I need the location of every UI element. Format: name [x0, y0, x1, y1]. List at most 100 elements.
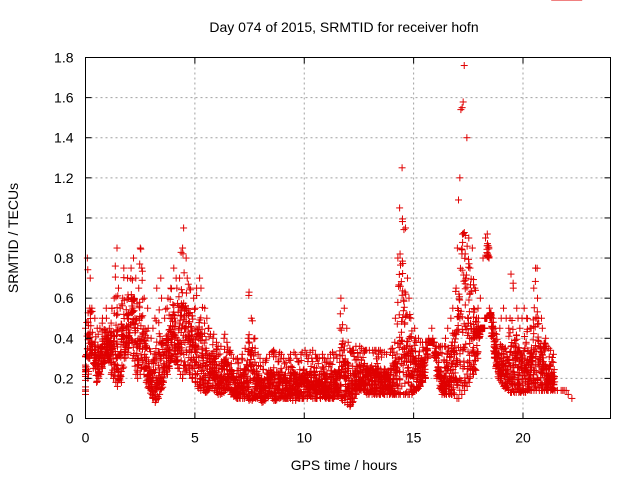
data-point	[137, 245, 145, 253]
x-tick-labels: 0 5 10 15 20	[82, 430, 531, 446]
data-point	[516, 324, 524, 332]
data-point	[125, 329, 133, 337]
data-point	[129, 296, 137, 304]
data-point	[190, 365, 198, 373]
data-point	[83, 319, 91, 327]
data-point	[277, 350, 285, 358]
data-point	[156, 350, 164, 358]
data-point	[117, 373, 125, 381]
data-point	[137, 351, 145, 359]
data-point	[476, 294, 484, 302]
data-point	[455, 394, 463, 402]
data-point	[251, 349, 259, 357]
data-point	[249, 360, 257, 368]
data-point	[138, 264, 146, 272]
data-point	[254, 350, 262, 358]
data-point	[129, 308, 137, 316]
data-point	[245, 291, 253, 299]
data-point	[197, 284, 205, 292]
data-point	[155, 349, 163, 357]
data-point	[391, 314, 399, 322]
data-point	[88, 340, 96, 348]
data-point	[125, 315, 133, 323]
data-point	[209, 334, 217, 342]
data-point	[415, 348, 423, 356]
data-point	[456, 264, 464, 272]
data-point	[238, 356, 246, 364]
data-point	[163, 304, 171, 312]
data-point	[288, 364, 296, 372]
data-point	[163, 368, 171, 376]
data-point	[340, 304, 348, 312]
data-point	[191, 305, 199, 313]
y-tick-label: 1.8	[54, 50, 74, 66]
y-tick-label: 0.8	[54, 250, 74, 266]
y-axis-label: SRMTID / TECUs	[5, 183, 21, 293]
data-point	[87, 322, 95, 330]
data-point	[568, 394, 576, 402]
data-point	[166, 295, 174, 303]
data-point	[156, 390, 164, 398]
data-point	[465, 296, 473, 304]
data-point	[120, 264, 128, 272]
data-point	[214, 368, 222, 376]
data-point	[112, 293, 120, 301]
data-point	[485, 245, 493, 253]
data-point	[158, 378, 166, 386]
data-point	[201, 304, 209, 312]
data-point	[234, 360, 242, 368]
data-point	[171, 330, 179, 338]
data-point	[138, 276, 146, 284]
data-point	[167, 284, 175, 292]
data-point	[201, 329, 209, 337]
data-point	[405, 294, 413, 302]
data-point	[147, 334, 155, 342]
data-point	[135, 284, 143, 292]
data-point	[176, 349, 184, 357]
data-point	[110, 371, 118, 379]
data-point	[134, 355, 142, 363]
data-point	[169, 301, 177, 309]
data-point	[461, 285, 469, 293]
data-point	[197, 331, 205, 339]
data-point	[538, 324, 546, 332]
data-point	[466, 264, 474, 272]
data-point	[210, 330, 218, 338]
data-point	[199, 357, 207, 365]
x-tick-label: 15	[406, 430, 422, 446]
data-point	[132, 274, 140, 282]
data-point	[461, 301, 469, 309]
data-point	[127, 264, 135, 272]
data-point	[97, 370, 105, 378]
data-point	[505, 324, 513, 332]
data-point	[171, 318, 179, 326]
data-point	[468, 244, 476, 252]
data-point	[118, 323, 126, 331]
data-point	[438, 350, 446, 358]
data-point	[118, 302, 126, 310]
data-point	[113, 311, 121, 319]
data-point	[114, 310, 122, 318]
data-point	[177, 357, 185, 365]
data-point	[444, 324, 452, 332]
data-point	[154, 394, 162, 402]
data-point	[197, 314, 205, 322]
y-tick-label: 1.2	[54, 170, 74, 186]
data-point	[496, 324, 504, 332]
data-point	[373, 355, 381, 363]
data-point	[149, 374, 157, 382]
data-point	[136, 260, 144, 268]
data-point	[245, 338, 253, 346]
data-point	[114, 292, 122, 300]
data-point	[212, 346, 220, 354]
data-point	[98, 319, 106, 327]
data-point	[88, 328, 96, 336]
data-point	[402, 224, 410, 232]
data-point	[108, 304, 116, 312]
data-point	[194, 370, 202, 378]
data-point	[168, 354, 176, 362]
data-point	[509, 284, 517, 292]
data-point	[130, 307, 138, 315]
data-point	[161, 314, 169, 322]
data-point	[466, 290, 474, 298]
